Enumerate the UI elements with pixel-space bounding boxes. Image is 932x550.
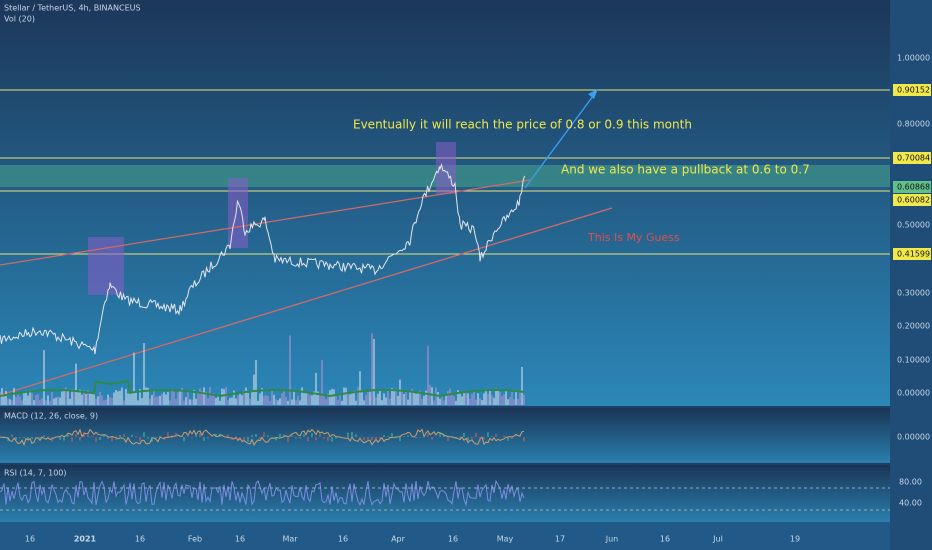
- time-label: 2021: [74, 535, 97, 544]
- price-tag: [893, 194, 931, 206]
- annotation: This Is My Guess: [587, 231, 680, 244]
- macd-line: [0, 428, 525, 447]
- symbol-title: Stellar / TetherUS, 4h, BINANCEUS: [4, 4, 141, 13]
- time-label: 16: [448, 535, 458, 544]
- time-label: 16: [338, 535, 348, 544]
- time-label: 17: [555, 535, 565, 544]
- time-label: Apr: [391, 535, 406, 544]
- rsi-line: [0, 479, 525, 507]
- price-label: 0.00000: [897, 433, 930, 442]
- volume-bars: [0, 333, 525, 405]
- price-label: 0.90152: [897, 86, 930, 95]
- price-tag: [893, 248, 931, 260]
- price-label: 40.00: [899, 499, 922, 508]
- price-label: 0.60868: [897, 183, 930, 192]
- time-label: Feb: [188, 535, 202, 544]
- main-pane: [0, 0, 890, 406]
- arrow: [524, 91, 597, 189]
- volume-ma: [0, 379, 525, 397]
- time-label: 16: [135, 535, 145, 544]
- price-label: 0.30000: [897, 289, 930, 298]
- price-axis: [890, 0, 932, 550]
- price-label: 0.80000: [897, 120, 930, 129]
- time-label: 16: [235, 535, 245, 544]
- annotation: And we also have a pullback at 0.6 to 0.…: [561, 163, 810, 177]
- price-label: 1.00000: [897, 54, 930, 63]
- price-label: 0.70084: [897, 154, 930, 163]
- time-label: 19: [790, 535, 800, 544]
- arrow-head: [588, 89, 598, 99]
- trend-line: [0, 179, 531, 266]
- time-label: Jul: [712, 535, 723, 544]
- rsi-label: RSI (14, 7, 100): [4, 469, 67, 478]
- price-tag: [893, 152, 931, 164]
- rsi-pane: [0, 465, 890, 522]
- time-label: 16: [25, 535, 35, 544]
- price-label: 0.20000: [897, 322, 930, 331]
- highlight-box: [228, 178, 248, 248]
- volume-label: Vol (20): [4, 15, 35, 24]
- price-label: 0.41599: [897, 250, 930, 259]
- price-label: 80.00: [899, 478, 922, 487]
- time-label: Jun: [605, 535, 619, 544]
- time-label: May: [497, 535, 514, 544]
- price-tag: [893, 84, 931, 96]
- price-label: 0.00000: [897, 389, 930, 398]
- price-label: 0.10000: [897, 356, 930, 365]
- price-label: 0.50000: [897, 221, 930, 230]
- price-label: 0.60082: [897, 196, 930, 205]
- macd-label: MACD (12, 26, close, 9): [4, 412, 98, 421]
- time-label: Mar: [282, 535, 298, 544]
- time-label: 16: [660, 535, 670, 544]
- time-axis: [0, 522, 890, 550]
- trend-line: [0, 207, 613, 396]
- annotation: Eventually it will reach the price of 0.…: [353, 118, 692, 132]
- price-tag: [893, 181, 931, 193]
- price-line: [0, 163, 525, 355]
